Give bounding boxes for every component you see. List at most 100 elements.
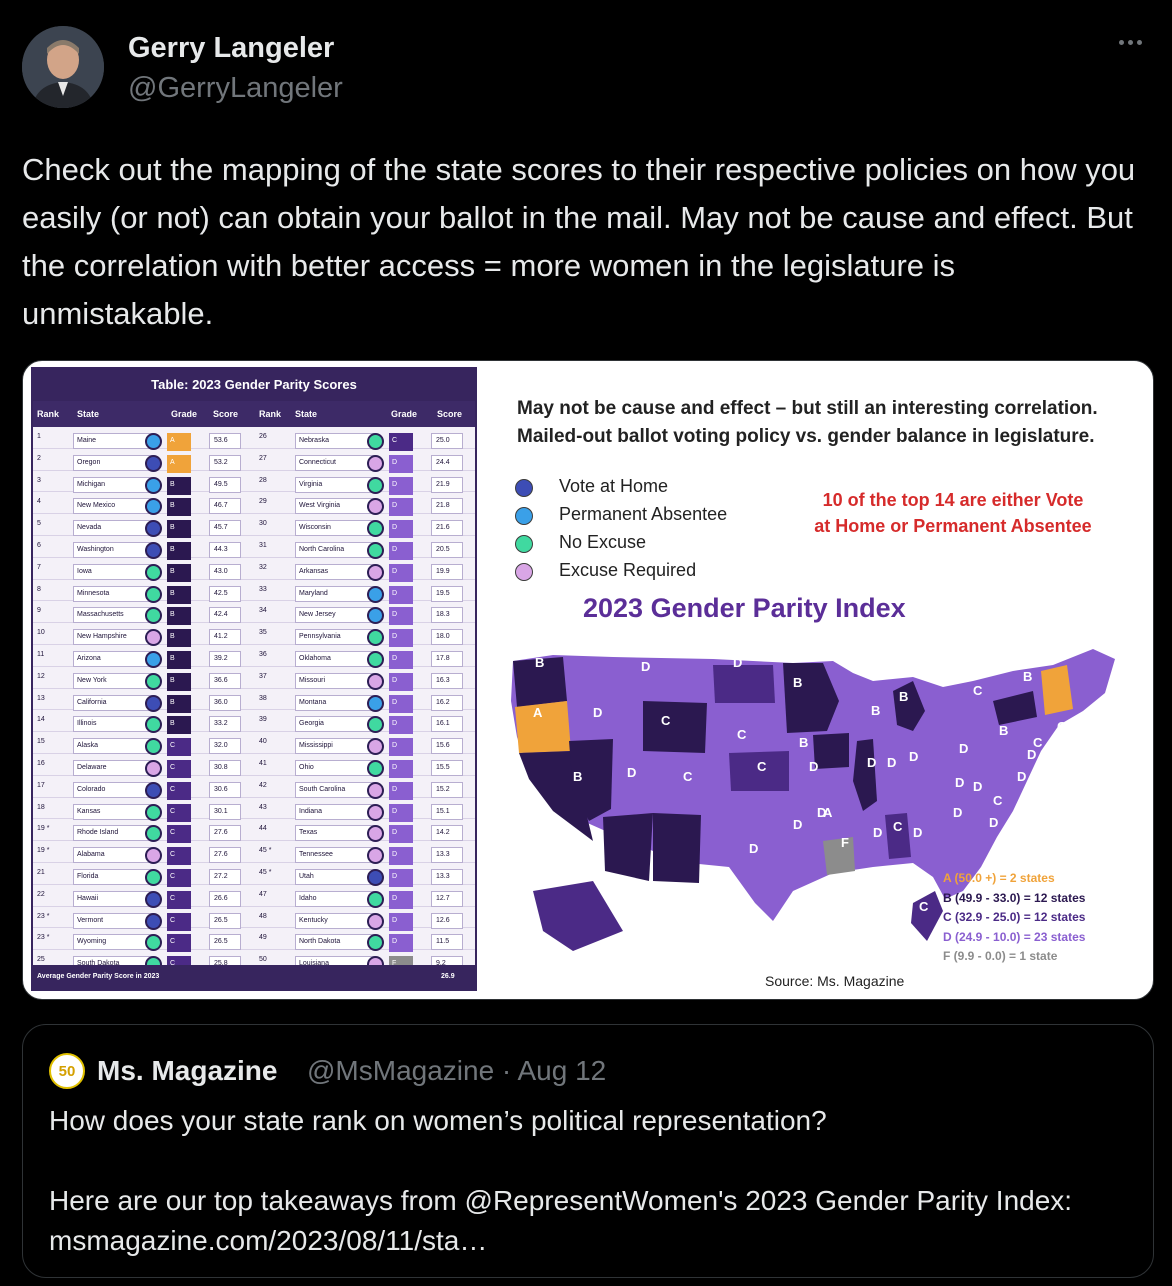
state-cell: Texas [295,825,375,842]
policy-dot-icon [367,563,384,581]
quote-avatar[interactable]: 50 [49,1053,85,1089]
policy-dot-icon [145,650,162,668]
tweet-media[interactable]: Table: 2023 Gender Parity Scores Rank Sta… [22,360,1154,1000]
table-row: 2 Oregon A 53.2 27 Connecticut D 24.4 [33,449,475,473]
author-name[interactable]: Gerry Langeler [128,32,335,64]
score-cell: 16.1 [431,716,463,733]
map-grade-label: D [989,851,998,866]
score-cell: 18.0 [431,629,463,646]
author-handle[interactable]: @GerryLangeler [128,72,343,104]
map-grade-label: D [909,749,918,764]
caption-line-1: May not be cause and effect – but still … [517,398,1098,419]
rank-cell: 8 [37,585,41,593]
legend-dot-icon [515,507,533,525]
state-cell: Ohio [295,759,375,776]
legend-label: No Excuse [559,532,647,552]
score-cell: 32.0 [209,738,241,755]
rank-cell: 18 [37,803,45,811]
more-options-icon[interactable] [1112,30,1148,54]
quoted-tweet[interactable]: 50 Ms. Magazine @MsMagazine · Aug 12 How… [22,1024,1154,1278]
map-grade-label: C [1033,735,1043,750]
table-row: 23 * Wyoming C 26.5 49 North Dakota D 11.5 [33,928,475,953]
score-cell: 53.6 [209,433,241,449]
grade-cell: C [167,912,191,931]
map-grade-label: A [823,805,833,820]
state-cell: Alabama [73,847,153,864]
rank-cell: 31 [259,541,267,549]
grade-cell: D [389,520,413,539]
grade-cell: D [389,716,413,735]
map-grade-label: B [899,689,908,704]
grade-cell: D [389,847,413,866]
map-grade-label: D [733,655,742,670]
grade-cell: D [389,607,413,626]
author-avatar[interactable] [22,26,104,108]
quote-author-name[interactable]: Ms. Magazine [97,1055,278,1086]
table-row: 23 * Vermont C 26.5 48 Kentucky D 12.6 [33,907,475,931]
score-cell: 19.9 [431,563,463,580]
state-cell: Tennessee [295,847,375,864]
grade-cell: D [389,912,413,931]
grade-cell: C [167,934,191,953]
grade-cell: B [167,585,191,604]
table-title: Table: 2023 Gender Parity Scores [33,369,475,401]
score-cell: 15.6 [431,738,463,755]
grade-cell: C [167,868,191,887]
map-grade-label: D [973,779,982,794]
map-grade-label: B [573,769,582,784]
rank-cell: 1 [37,433,41,440]
map-grade-label: D [873,825,882,840]
rank-cell: 16 [37,759,45,767]
score-cell: 21.6 [431,520,463,537]
policy-dot-icon [145,498,162,516]
rank-cell: 25 [37,956,45,964]
state-cell: California [73,694,153,711]
map-grade-label: C [683,769,693,784]
rank-cell: 49 [259,934,267,942]
policy-dot-icon [367,825,384,843]
policy-dot-icon [367,541,384,559]
state-cell: Oregon [73,454,153,471]
map-grade-label: C [1039,819,1049,834]
table-row: 4 New Mexico B 46.7 29 West Virginia D 21.8 [33,492,475,517]
score-cell: 27.6 [209,847,241,864]
table-footer: Average Gender Parity Score in 2023 26.9 [33,965,475,989]
map-grade-label: D [913,825,922,840]
gender-parity-table: Table: 2023 Gender Parity Scores Rank Sta… [31,367,477,991]
score-cell: 13.3 [431,847,463,864]
grade-cell: D [389,498,413,517]
map-grade-label: B [999,723,1008,738]
policy-dot-icon [367,629,384,647]
rank-cell: 37 [259,672,267,680]
rank-cell: 50 [259,956,267,964]
grade-cell: D [389,934,413,953]
state-cell: Hawaii [73,890,153,907]
column-header: State [295,409,318,419]
policy-dot-icon [145,934,162,952]
state-cell: South Carolina [295,781,375,798]
rank-cell: 12 [37,672,45,680]
table-row: 1 Maine A 53.6 26 Nebraska C 25.0 [33,427,475,451]
score-cell: 30.1 [209,803,241,820]
state-cell: New York [73,672,153,689]
policy-dot-icon [145,433,162,450]
map-grade-label: D [817,805,826,820]
state-cell: Georgia [295,716,375,733]
policy-dot-icon [367,672,384,690]
policy-dot-icon [145,607,162,625]
quote-meta[interactable]: @MsMagazine · Aug 12 [307,1055,607,1086]
quote-text: How does your state rank on women’s poli… [49,1105,1073,1256]
grade-cell: D [389,868,413,887]
grade-range-item: B (49.9 - 33.0) = 12 states [943,890,1086,905]
state-cell: Maine [73,433,153,449]
map-grade-label: D [793,817,802,832]
grade-cell: C [167,890,191,909]
map-grade-label: D [955,775,964,790]
grade-cell: B [167,694,191,713]
table-row: 15 Alaska C 32.0 40 Mississippi D 15.6 [33,732,475,757]
table-row: 3 Michigan B 49.5 28 Virginia D 21.9 [33,471,475,495]
grade-range-item: C (32.9 - 25.0) = 12 states [943,910,1086,924]
rank-cell: 30 [259,520,267,528]
rank-cell: 41 [259,759,267,767]
state-cell: Connecticut [295,454,375,471]
